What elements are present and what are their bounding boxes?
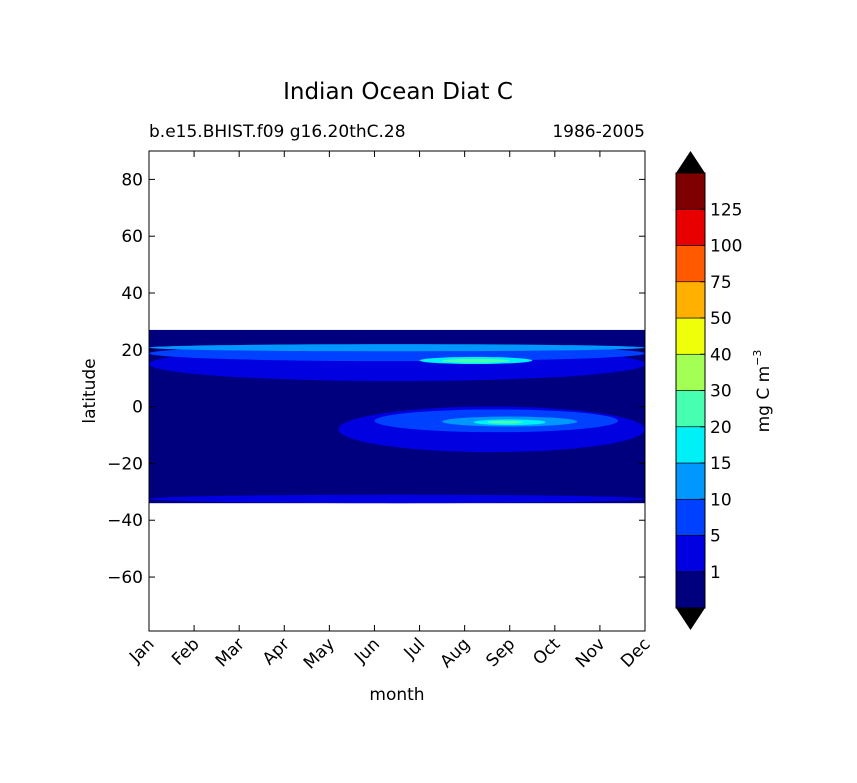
y-tick-label: −60: [107, 568, 143, 588]
x-tick-label: Feb: [168, 634, 203, 669]
colorbar-segment: [675, 208, 706, 246]
y-axis-label: latitude: [80, 358, 100, 423]
colorbar-segment: [675, 317, 706, 355]
colorbar-tick-label: 5: [710, 527, 721, 547]
contour-band-20-30-north: [442, 358, 510, 363]
chart-title: Indian Ocean Diat C: [283, 79, 513, 105]
chart-subtitle-left: b.e15.BHIST.f09 g16.20thC.28: [149, 122, 406, 142]
y-tick-label: 20: [121, 341, 143, 361]
colorbar-segment: [675, 281, 706, 319]
colorbar-tick-label: 30: [710, 382, 732, 402]
colorbar-tick-label: 10: [710, 490, 732, 510]
y-tick-label: 40: [121, 284, 143, 304]
colorbar-tick-label: 1: [710, 563, 721, 583]
colorbar-tick-label: 125: [710, 200, 742, 220]
colorbar-segment: [675, 172, 706, 210]
y-tick-label: −40: [107, 511, 143, 531]
plot-area: Jan Feb Mar Apr May Jun Jul Aug Sep Oct Nov Dec 80 6…: [107, 150, 655, 673]
colorbar-segment: [675, 245, 706, 283]
colorbar-extend-min: [676, 608, 705, 630]
colorbar-tick-label: 15: [710, 454, 732, 474]
y-tick-label: 80: [121, 170, 143, 190]
chart-subtitle-right: 1986-2005: [552, 122, 645, 142]
x-tick-label: Jan: [125, 634, 158, 667]
x-tick-label: Jul: [400, 634, 429, 663]
colorbar-tick-label: 100: [710, 237, 742, 257]
colorbar-segment: [675, 353, 706, 391]
plot-frame: [148, 150, 646, 632]
colorbar-tick-label: 40: [710, 345, 732, 365]
colorbar-label-exponent: −3: [751, 350, 764, 366]
x-tick-label: Sep: [482, 634, 519, 671]
colorbar-segment: [675, 390, 706, 428]
colorbar-segment: [675, 571, 706, 609]
colorbar-tick-label: 50: [710, 309, 732, 329]
x-tick-label: Mar: [212, 634, 249, 671]
x-tick-label: Oct: [529, 634, 564, 669]
x-tick-label: May: [300, 634, 339, 673]
x-tick-label: Apr: [259, 634, 294, 669]
x-tick-label: Aug: [437, 634, 475, 672]
colorbar-segment: [675, 498, 706, 536]
y-tick-label: −20: [107, 454, 143, 474]
colorbar-tick-label: 20: [710, 418, 732, 438]
colorbar-extend-max: [676, 151, 705, 173]
contour-band-20-30-southeq: [487, 420, 524, 424]
x-tick-label: Dec: [617, 634, 654, 671]
x-tick-label: Nov: [572, 634, 610, 672]
y-tick-label: 0: [132, 398, 143, 418]
y-ticks: 80 60 40 20 0 −20 −40 −60: [107, 170, 645, 588]
colorbar-tick-label: 75: [710, 273, 732, 293]
colorbar-label-text: mg C m: [754, 366, 774, 433]
colorbar-segment: [675, 462, 706, 500]
colorbar-label: mg C m−3: [751, 350, 774, 433]
colorbar-segment: [675, 426, 706, 464]
contour-band-1-5-south: [149, 494, 645, 504]
contour-field: [149, 329, 645, 504]
x-axis-label: month: [369, 685, 424, 705]
contour-band-10-15-north: [149, 344, 645, 352]
y-tick-label: 60: [121, 227, 143, 247]
colorbar-segment: [675, 535, 706, 573]
x-tick-label: Jun: [350, 634, 384, 668]
